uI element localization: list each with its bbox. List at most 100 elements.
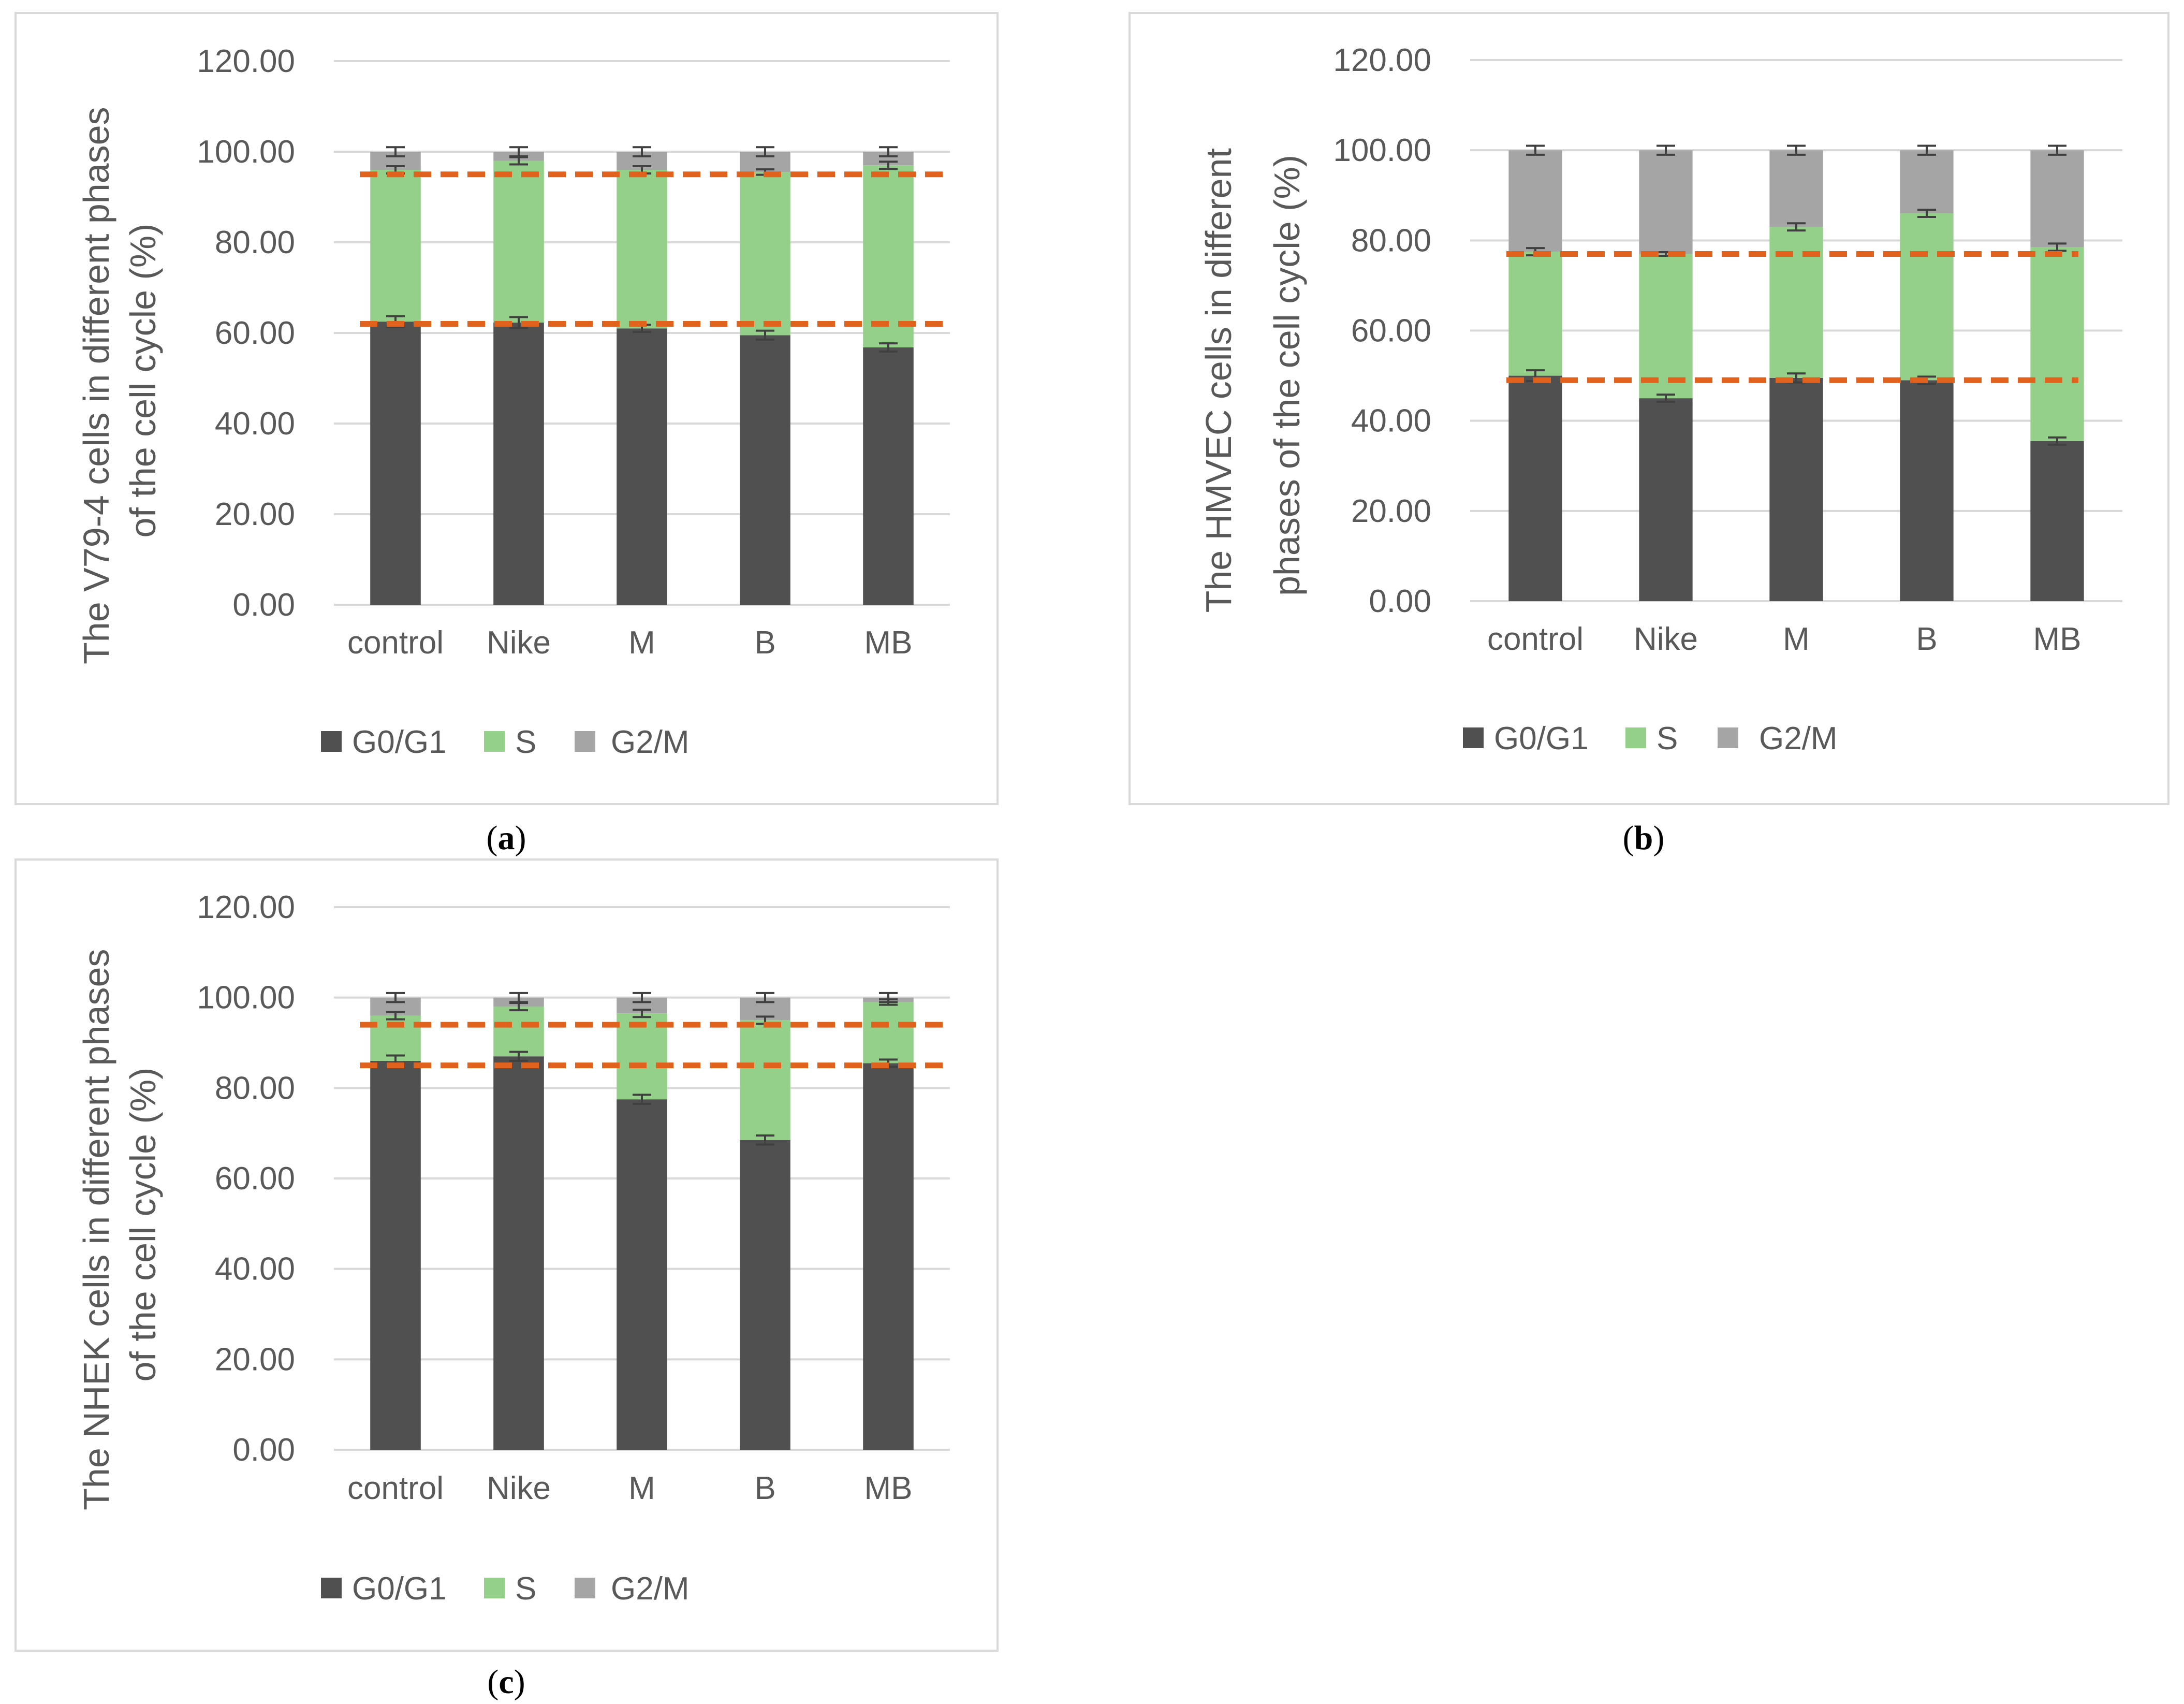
panel-a-errorbar-g0g1-nike: [509, 316, 528, 329]
panel-c-xtick-label-control: control: [347, 1470, 444, 1506]
panel-b-xtick-label-control: control: [1487, 621, 1584, 657]
panel-a-bar-s-b: [740, 172, 790, 336]
panel-b-bar-s-mb: [2030, 247, 2084, 441]
panel-a-errorbar-g2m-m: [633, 146, 651, 157]
panel-a-legend-swatch-g2m: [575, 731, 595, 752]
panel-c-ylabel: The NHEK cells in different phases of th…: [76, 939, 163, 1510]
panel-c-legend-swatch-g0g1: [321, 1578, 342, 1598]
panel-b-legend-swatch-g0g1: [1463, 727, 1484, 748]
panel-c-xtick-label-b: B: [754, 1470, 775, 1506]
panel-a-bar-s-mb: [863, 165, 914, 347]
panel-b-ytick-label: 40.00: [1351, 403, 1431, 439]
panel-c-error-bars: [386, 992, 898, 1146]
panel-b-xticks: control Nike M B MB: [1487, 621, 2082, 657]
panel-a-errorbar-g2m-b: [756, 146, 774, 157]
panel-c-bar-s-m: [617, 1013, 667, 1100]
panel-a-bar-g0g1-control: [370, 322, 421, 605]
panel-c-ylabel-line1: The NHEK cells in different phases: [76, 949, 116, 1510]
panel-b-caption-letter: b: [1634, 819, 1653, 857]
panel-a-bar-g0g1-mb: [863, 347, 914, 605]
panel-b-ylabel-line2: phases of the cell cycle (%): [1267, 155, 1307, 596]
panel-b-errorbar-g2m-control: [1526, 144, 1545, 156]
panel-b-legend-label-s: S: [1657, 721, 1678, 756]
panel-c-bar-g0g1-m: [617, 1099, 667, 1450]
panel-a-bar-g0g1-b: [740, 335, 790, 605]
panel-c-errorbar-g0g1-nike: [509, 1051, 528, 1062]
panel-b-ytick-label: 120.00: [1333, 42, 1431, 78]
panel-b-errorbar-g2m-mb: [2048, 144, 2066, 156]
panel-c-bar-g0g1-control: [370, 1060, 421, 1450]
panel-c-errorbar-g0g1-m: [633, 1094, 651, 1105]
panel-c-bar-g0g1-nike: [493, 1056, 544, 1450]
panel-a-bar-g0g1-nike: [493, 322, 544, 605]
panel-b-errorbar-g0g1-nike: [1657, 394, 1675, 403]
panel-a-bar-s-control: [370, 170, 421, 322]
panel-b-bar-g2m-mb: [2030, 150, 2084, 247]
panel-c-ytick-label: 80.00: [215, 1070, 295, 1106]
panel-b-errorbar-g0g1-mb: [2048, 436, 2066, 446]
panel-c-errorbar-g2m-nike: [509, 992, 528, 1003]
panel-c-ytick-label: 40.00: [215, 1251, 295, 1287]
panel-c-bar-s-b: [740, 1020, 790, 1140]
panel-c-legend: G0/G1 S G2/M: [321, 1571, 690, 1607]
panel-a-legend-label-s: S: [515, 724, 536, 760]
panel-b-errorbar-s-mb: [2048, 242, 2066, 252]
panel-c-yticks: 0.00 20.00 40.00 60.00 80.00 100.00 120.00: [197, 890, 295, 1468]
panel-b-bar-s-b: [1900, 213, 1954, 381]
panel-a-caption-letter: a: [498, 819, 515, 857]
panel-a-ytick-label: 0.00: [232, 587, 295, 623]
panel-c-ytick-label: 0.00: [232, 1432, 295, 1468]
panel-b-bar-s-control: [1508, 252, 1562, 376]
panel-b-bar-g2m-control: [1508, 150, 1562, 252]
panel-b-xtick-label-b: B: [1916, 621, 1937, 657]
panel-c-xtick-label-nike: Nike: [487, 1470, 551, 1506]
panel-c-ytick-label: 120.00: [197, 890, 295, 925]
panel-a-errorbar-g2m-nike: [509, 146, 528, 157]
panel-c-legend-swatch-g2m: [575, 1578, 595, 1598]
panel-c-xtick-label-mb: MB: [864, 1470, 913, 1506]
panel-c-errorbar-g0g1-b: [756, 1134, 774, 1146]
panel-a-ylabel-line2: of the cell cycle (%): [123, 224, 163, 538]
panel-a-xtick-label-nike: Nike: [487, 625, 551, 661]
panel-a-bar-s-nike: [493, 161, 544, 323]
panel-b-xtick-label-mb: MB: [2033, 621, 2082, 657]
panel-b-bar-s-nike: [1639, 254, 1693, 399]
panel-b-legend-label-g0g1: G0/G1: [1494, 721, 1589, 756]
panel-a-legend-label-g0g1: G0/G1: [352, 724, 447, 760]
panel-b-bar-g0g1-control: [1508, 375, 1562, 601]
panel-c-legend-swatch-s: [484, 1578, 505, 1598]
panel-c-errorbar-g2m-control: [386, 992, 405, 1003]
panel-a-xtick-label-m: M: [628, 625, 655, 661]
panel-c-errorbar-g2m-m: [633, 992, 651, 1003]
panel-c-errorbar-g2m-mb: [879, 992, 898, 1003]
panel-c-legend-label-g0g1: G0/G1: [352, 1571, 447, 1607]
panel-b-ylabel: The HMVEC cells in different phases of t…: [1198, 138, 1307, 613]
panel-b-errorbar-s-b: [1917, 209, 1936, 219]
panel-b-bar-s-m: [1769, 227, 1823, 378]
panel-a-error-bars: [386, 146, 898, 353]
panel-c: 0.00 20.00 40.00 60.00 80.00 100.00 120.00 con…: [14, 858, 999, 1701]
panel-a-legend-label-g2m: G2/M: [611, 724, 690, 760]
panel-a-caption: (a): [487, 819, 526, 857]
panel-a-ytick-label: 20.00: [215, 497, 295, 532]
panel-a-legend: G0/G1 S G2/M: [321, 724, 690, 760]
panel-a-ylabel: The V79-4 cells in different phases of t…: [76, 97, 163, 664]
panel-b-bar-g0g1-b: [1900, 380, 1954, 601]
panel-a-reference-lines: [360, 171, 947, 327]
panel-b-error-bars: [1526, 144, 2066, 446]
panel-a-errorbar-g0g1-mb: [879, 342, 898, 353]
panel-a-bar-s-m: [617, 170, 667, 329]
panel-c-ytick-label: 20.00: [215, 1342, 295, 1377]
panel-b-bar-g0g1-m: [1769, 377, 1823, 601]
panel-a-legend-swatch-s: [484, 731, 505, 752]
panel-c-ytick-label: 60.00: [215, 1161, 295, 1197]
panel-c-caption-letter: c: [499, 1663, 514, 1701]
panel-b-xtick-label-nike: Nike: [1634, 621, 1698, 657]
panel-c-xticks: control Nike M B MB: [347, 1470, 913, 1506]
panel-b-reference-lines: [1506, 251, 2078, 383]
panel-a-errorbar-s-mb: [879, 161, 898, 170]
panel-b-errorbar-g2m-b: [1917, 144, 1936, 156]
panel-a-ytick-label: 120.00: [197, 43, 295, 79]
panel-c-bar-g0g1-mb: [863, 1063, 914, 1450]
